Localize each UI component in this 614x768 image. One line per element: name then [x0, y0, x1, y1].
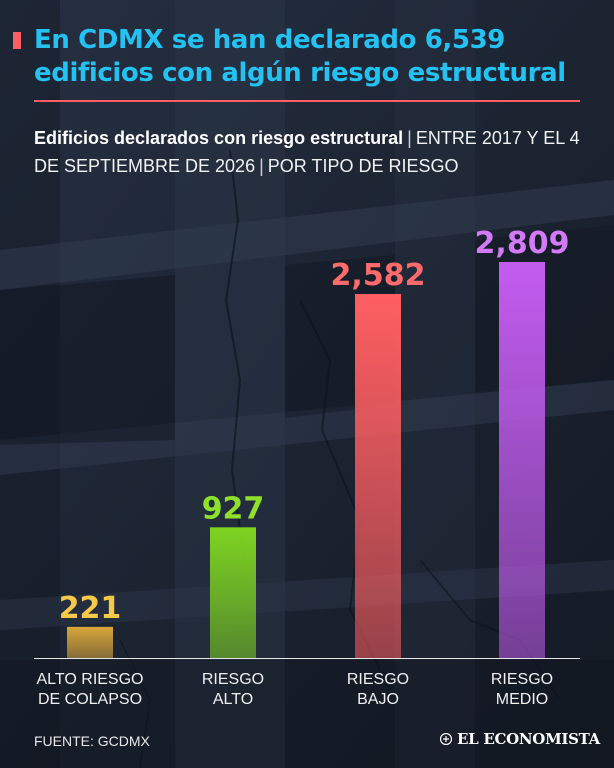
headline: En CDMX se han declarado 6,539 edificios… — [34, 25, 566, 88]
subtitle-breakdown: POR TIPO DE RIESGO — [267, 156, 459, 176]
category-label-1-line-0: RIESGO — [202, 671, 264, 688]
category-label-2-line-1: BAJO — [357, 691, 399, 708]
value-label-2: 2,582 — [331, 258, 426, 293]
brand-logo: EL ECONOMISTA — [440, 730, 600, 748]
category-label-0-line-0: ALTO RIESGO — [37, 671, 144, 688]
headline-accent-bar — [13, 32, 21, 49]
bar-3 — [499, 262, 545, 658]
category-label-1-line-1: ALTO — [213, 691, 253, 708]
bar-1 — [210, 527, 256, 658]
headline-divider — [34, 100, 580, 102]
bar-2 — [355, 294, 401, 658]
brand-mark-icon — [440, 733, 453, 745]
brand-name: EL ECONOMISTA — [457, 730, 600, 748]
category-label-3-line-0: RIESGO — [491, 671, 553, 688]
subtitle-period: ENTRE 2017 Y EL 4 DE SEPTIEMBRE DE 2026 — [34, 128, 580, 176]
category-label-3-line-1: MEDIO — [496, 691, 548, 708]
subtitle-main: Edificios declarados con riesgo estructu… — [34, 128, 404, 148]
bar-0 — [67, 626, 113, 658]
value-label-3: 2,809 — [475, 226, 570, 261]
subtitle-separator: | — [259, 156, 264, 176]
chart-subtitle: Edificios declarados con riesgo estructu… — [34, 124, 594, 180]
value-label-0: 221 — [59, 591, 122, 626]
category-label-0-line-1: DE COLAPSO — [38, 691, 142, 708]
value-label-1: 927 — [202, 491, 265, 526]
subtitle-separator: | — [407, 128, 412, 148]
category-label-2-line-0: RIESGO — [347, 671, 409, 688]
source-note: FUENTE: GCDMX — [34, 733, 150, 749]
